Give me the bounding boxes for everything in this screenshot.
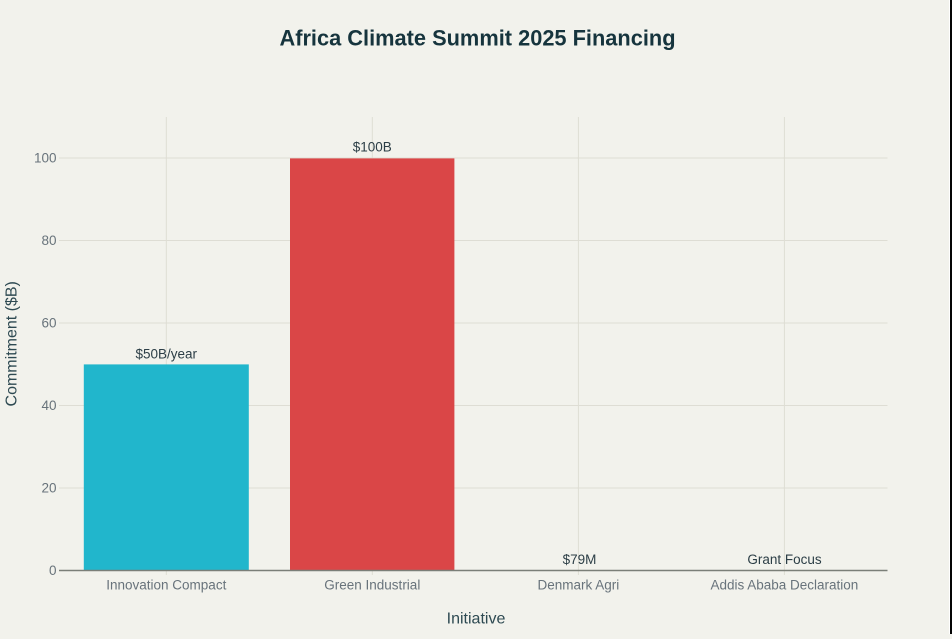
- svg-text:80: 80: [41, 233, 56, 248]
- svg-text:Innovation Compact: Innovation Compact: [106, 578, 226, 593]
- svg-text:Africa Climate Summit 2025 Fin: Africa Climate Summit 2025 Financing: [279, 26, 675, 51]
- svg-text:$79M: $79M: [563, 552, 597, 567]
- svg-text:Commitment ($B): Commitment ($B): [4, 281, 21, 406]
- svg-text:$50B/year: $50B/year: [136, 347, 198, 362]
- svg-text:20: 20: [41, 481, 56, 496]
- svg-text:Grant Focus: Grant Focus: [747, 552, 822, 567]
- svg-text:Addis Ababa Declaration: Addis Ababa Declaration: [710, 578, 858, 593]
- svg-text:0: 0: [49, 563, 57, 578]
- svg-text:60: 60: [41, 316, 56, 331]
- svg-text:$100B: $100B: [353, 140, 392, 155]
- svg-text:Initiative: Initiative: [447, 611, 506, 628]
- svg-text:100: 100: [34, 151, 57, 166]
- svg-text:Denmark Agri: Denmark Agri: [538, 578, 620, 593]
- svg-text:40: 40: [41, 398, 56, 413]
- svg-text:Green Industrial: Green Industrial: [324, 578, 420, 593]
